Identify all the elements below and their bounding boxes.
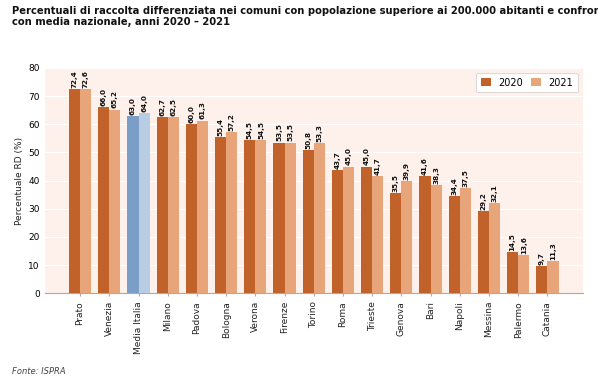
Text: 62,5: 62,5 (170, 98, 176, 116)
Text: 55,4: 55,4 (218, 118, 224, 136)
Text: 43,7: 43,7 (334, 151, 340, 169)
Text: 65,2: 65,2 (112, 90, 118, 108)
Bar (343, 166, 354, 293)
Text: 38,3: 38,3 (433, 166, 439, 184)
Bar (215, 137, 226, 293)
Legend: 2020, 2021: 2020, 2021 (476, 73, 578, 92)
Bar (109, 109, 120, 293)
Bar (478, 211, 489, 293)
Text: 9,7: 9,7 (539, 252, 545, 265)
Text: 34,4: 34,4 (451, 177, 457, 195)
Bar (507, 252, 518, 293)
Bar (518, 255, 529, 293)
Y-axis label: Percentuale RD (%): Percentuale RD (%) (15, 136, 24, 225)
Text: 41,7: 41,7 (375, 157, 381, 175)
Text: 63,0: 63,0 (130, 97, 136, 115)
Bar (431, 185, 442, 293)
Bar (303, 150, 314, 293)
Text: 37,5: 37,5 (462, 169, 468, 187)
Text: 72,6: 72,6 (83, 70, 89, 88)
Bar (139, 113, 150, 293)
Bar (448, 196, 460, 293)
Text: 72,4: 72,4 (72, 70, 78, 88)
Text: 32,1: 32,1 (492, 184, 498, 202)
Bar (314, 143, 325, 293)
Bar (127, 116, 139, 293)
Text: 41,6: 41,6 (422, 157, 428, 175)
Bar (226, 132, 237, 293)
Bar (98, 108, 109, 293)
Bar (197, 120, 208, 293)
Bar (80, 89, 91, 293)
Bar (186, 124, 197, 293)
Text: 14,5: 14,5 (509, 233, 515, 251)
Text: 61,3: 61,3 (200, 101, 206, 119)
Text: 54,5: 54,5 (258, 120, 264, 139)
Bar (419, 176, 431, 293)
Text: 39,9: 39,9 (404, 162, 410, 180)
Text: 35,5: 35,5 (393, 174, 399, 192)
Text: 45,0: 45,0 (364, 147, 370, 165)
Text: 54,5: 54,5 (247, 120, 253, 139)
Text: 53,3: 53,3 (316, 124, 322, 142)
Text: 13,6: 13,6 (521, 236, 527, 254)
Bar (157, 117, 167, 293)
Text: 64,0: 64,0 (141, 94, 147, 112)
Text: Percentuali di raccolta differenziata nei comuni con popolazione superiore ai 20: Percentuali di raccolta differenziata ne… (12, 6, 598, 27)
Bar (244, 140, 255, 293)
Bar (390, 193, 401, 293)
Bar (547, 261, 559, 293)
Text: 29,2: 29,2 (480, 192, 486, 210)
Bar (332, 170, 343, 293)
Bar (460, 188, 471, 293)
Bar (536, 266, 547, 293)
Text: 53,5: 53,5 (287, 124, 293, 141)
Text: 11,3: 11,3 (550, 242, 556, 260)
Bar (285, 142, 295, 293)
Bar (361, 166, 372, 293)
Text: 60,0: 60,0 (188, 105, 194, 123)
Bar (255, 140, 267, 293)
Text: 62,7: 62,7 (159, 98, 165, 116)
Bar (489, 203, 500, 293)
Bar (372, 176, 383, 293)
Bar (273, 142, 285, 293)
Bar (401, 181, 413, 293)
Text: 45,0: 45,0 (346, 147, 352, 165)
Bar (69, 89, 80, 293)
Bar (167, 117, 179, 293)
Text: Fonte: ISPRA: Fonte: ISPRA (12, 367, 66, 376)
Text: 50,8: 50,8 (305, 131, 311, 149)
Text: 66,0: 66,0 (100, 88, 107, 106)
Text: 53,5: 53,5 (276, 124, 282, 141)
Text: 57,2: 57,2 (228, 113, 234, 131)
